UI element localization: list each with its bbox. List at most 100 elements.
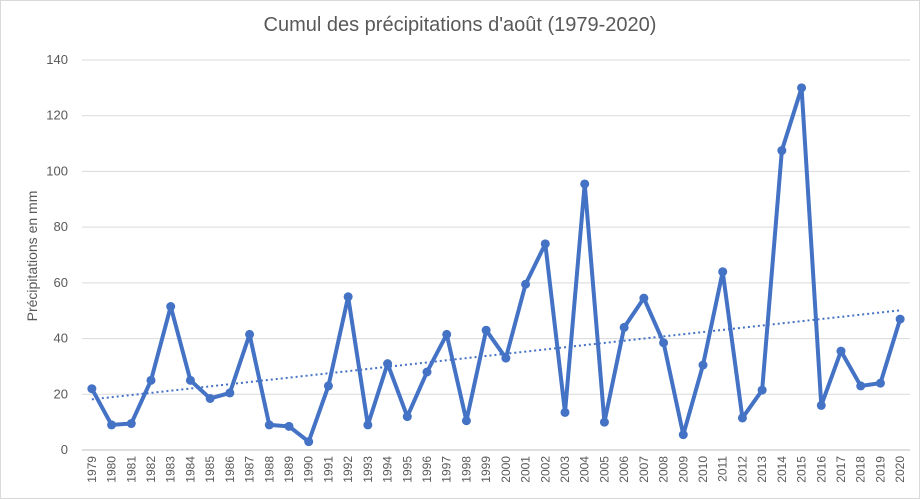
linear-trendline [91, 309, 901, 401]
x-tick-label: 1989 [282, 456, 296, 483]
x-tick-label: 2012 [735, 456, 749, 483]
y-tick-label: 0 [61, 442, 68, 457]
x-tick-label: 2002 [538, 456, 552, 483]
x-tick-label: 2004 [578, 456, 592, 483]
data-point-1992 [343, 292, 353, 302]
data-point-2011 [718, 267, 728, 277]
x-tick-label: 2007 [637, 456, 651, 483]
data-point-1984 [185, 375, 195, 385]
x-tick-label: 1994 [381, 456, 395, 483]
data-point-2007 [639, 293, 649, 303]
x-tick-label: 1992 [341, 456, 355, 483]
x-tick-label: 2013 [755, 456, 769, 483]
x-tick-label: 1997 [440, 456, 454, 483]
x-tick-label: 1991 [321, 456, 335, 483]
y-tick-label: 80 [54, 219, 68, 234]
data-point-2005 [599, 417, 609, 427]
x-tick-label: 2009 [676, 456, 690, 483]
x-tick-labels: 1979 1980 1981 1982 1983 1984 1985 1986 1987 1988… [85, 456, 907, 483]
data-point-1990 [304, 437, 314, 447]
y-tick-label: 100 [46, 163, 68, 178]
y-tick-label: 60 [54, 275, 68, 290]
data-point-2013 [757, 385, 767, 395]
y-tick-label: 120 [46, 108, 68, 123]
data-point-1982 [146, 375, 156, 385]
x-tick-label: 2006 [617, 456, 631, 483]
data-point-1991 [323, 381, 333, 391]
x-tick-label: 2014 [775, 456, 789, 483]
x-tick-label: 1999 [479, 456, 493, 483]
data-point-1988 [264, 420, 274, 430]
x-tick-label: 1984 [183, 456, 197, 483]
y-tick-label: 20 [54, 386, 68, 401]
data-point-2014 [777, 146, 787, 156]
data-point-1989 [284, 421, 294, 431]
x-tick-label: 2010 [696, 456, 710, 483]
data-point-2009 [678, 430, 688, 440]
x-tick-label: 1982 [144, 456, 158, 483]
x-tick-label: 2008 [657, 456, 671, 483]
x-tick-label: 1985 [203, 456, 217, 483]
x-tick-label: 1988 [262, 456, 276, 483]
data-point-2012 [737, 413, 747, 423]
data-point-2000 [501, 353, 511, 363]
series-line-path [90, 85, 903, 444]
data-point-1979 [87, 384, 97, 394]
x-tick-label: 1993 [361, 456, 375, 483]
x-tick-label: 2000 [499, 456, 513, 483]
data-point-1997 [442, 329, 452, 339]
y-tick-label: 40 [54, 331, 68, 346]
x-tick-label: 2015 [795, 456, 809, 483]
data-point-1994 [383, 359, 393, 369]
x-tick-label: 2005 [597, 456, 611, 483]
data-point-2002 [540, 239, 550, 249]
x-tick-label: 2011 [716, 456, 730, 482]
x-tick-label: 2020 [893, 456, 907, 483]
data-point-1995 [402, 412, 412, 422]
x-tick-label: 2001 [519, 456, 533, 483]
data-point-2010 [698, 360, 708, 370]
x-tick-label: 1983 [164, 456, 178, 483]
data-point-2020 [895, 314, 905, 324]
data-points [87, 83, 905, 447]
x-tick-label: 2019 [873, 456, 887, 483]
data-point-1981 [126, 419, 136, 429]
x-tick-label: 1980 [105, 456, 119, 483]
data-point-2018 [856, 381, 866, 391]
data-point-2001 [521, 279, 531, 289]
x-tick-label: 1995 [400, 456, 414, 483]
x-tick-label: 2003 [558, 456, 572, 483]
data-point-1993 [363, 420, 373, 430]
x-tick-label: 1987 [243, 456, 257, 483]
data-point-2006 [619, 322, 629, 332]
trendline [91, 309, 901, 401]
data-point-2003 [560, 407, 570, 417]
x-tick-label: 2018 [854, 456, 868, 483]
x-tick-label: 1981 [124, 456, 138, 483]
y-tick-labels: 0 20 40 60 80 100 120 140 [46, 52, 68, 457]
data-point-2019 [875, 378, 885, 388]
data-point-1985 [205, 393, 215, 403]
data-point-1980 [107, 420, 117, 430]
data-point-2008 [659, 338, 669, 348]
x-tick-label: 1979 [85, 456, 99, 483]
data-point-1999 [481, 325, 491, 335]
data-point-1998 [461, 416, 471, 426]
x-tick-label: 1998 [459, 456, 473, 483]
chart-title: Cumul des précipitations d'août (1979-20… [263, 14, 657, 36]
x-tick-label: 1986 [223, 456, 237, 483]
x-tick-label: 2017 [834, 456, 848, 483]
data-point-1987 [245, 329, 255, 339]
x-tick-label: 2016 [814, 456, 828, 483]
data-point-1986 [225, 388, 235, 398]
data-point-2004 [580, 179, 590, 189]
data-point-2017 [836, 346, 846, 356]
series-line [90, 85, 903, 444]
data-point-2016 [816, 400, 826, 410]
data-point-1996 [422, 367, 432, 377]
x-tick-label: 1996 [420, 456, 434, 483]
data-point-1983 [166, 302, 176, 312]
x-tick-label: 1990 [302, 456, 316, 483]
